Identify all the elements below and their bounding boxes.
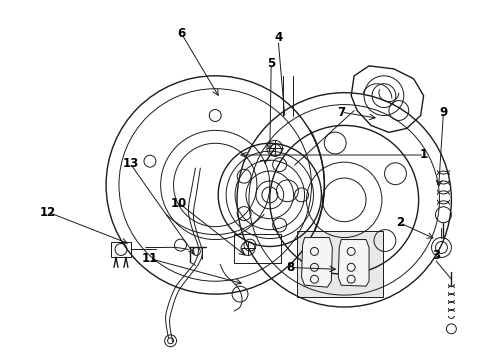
Text: 1: 1	[419, 148, 427, 162]
Text: 2: 2	[395, 216, 403, 229]
Text: 12: 12	[40, 206, 56, 219]
Polygon shape	[338, 239, 368, 286]
Text: 6: 6	[177, 27, 185, 40]
Text: 13: 13	[122, 157, 138, 170]
Text: 11: 11	[142, 252, 158, 265]
Text: 3: 3	[431, 248, 439, 261]
Text: 8: 8	[286, 261, 294, 274]
Polygon shape	[301, 238, 332, 287]
Text: 9: 9	[438, 105, 447, 119]
Text: 5: 5	[266, 57, 275, 71]
FancyBboxPatch shape	[296, 231, 382, 297]
Text: 4: 4	[274, 31, 282, 44]
Text: 7: 7	[337, 105, 345, 119]
Text: 10: 10	[170, 197, 187, 210]
